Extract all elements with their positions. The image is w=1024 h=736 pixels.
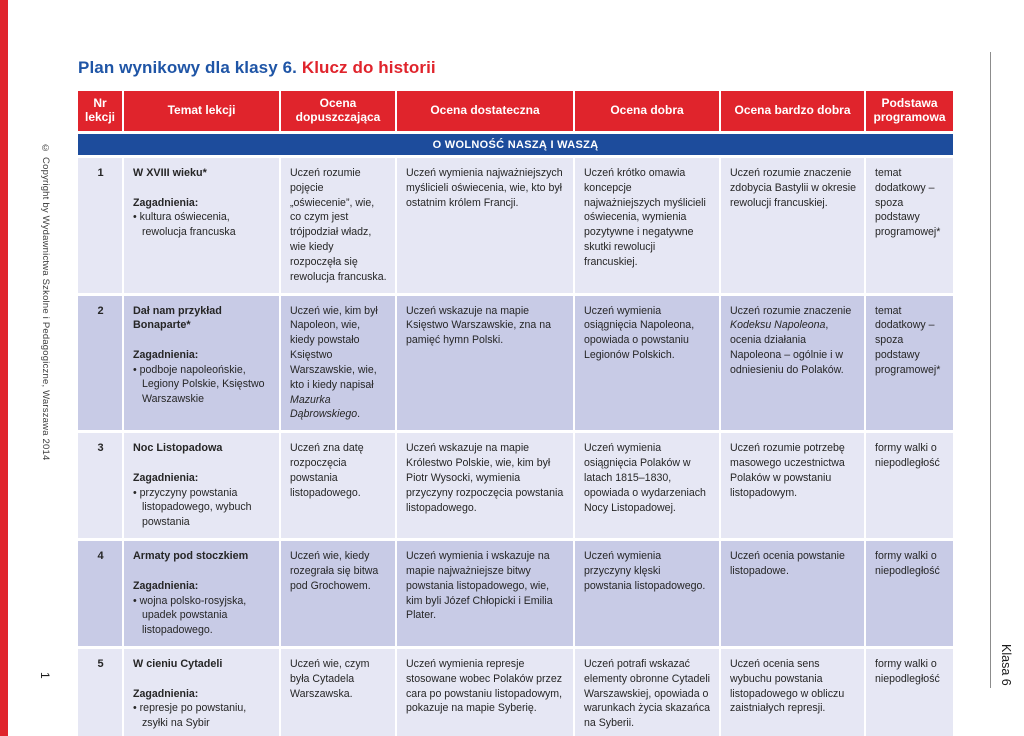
page-title: Plan wynikowy dla klasy 6. Klucz do hist… [78, 58, 958, 78]
cell-ocena-bardzo-dobra: Uczeń ocenia sens wybuchu powstania list… [721, 649, 864, 736]
header-cell: Nr lekcji [78, 91, 122, 131]
klasa-sidebar-label: Klasa 6 [999, 644, 1013, 686]
italic-text: Kodeksu Napoleona [730, 319, 826, 332]
cell-ocena-dopuszczajaca: Uczeń wie, czym była Cytadela Warszawska… [281, 649, 395, 736]
cell-temat-lekcji: Dał nam przykład Bonaparte* Zagadnienia: •… [124, 295, 279, 431]
cell-ocena-dobra: Uczeń krótko omawia koncepcje najważniej… [575, 158, 719, 293]
page-content: Plan wynikowy dla klasy 6. Klucz do hist… [78, 58, 958, 736]
table-section-bar: O WOLNOŚĆ NASZĄ I WASZĄ [78, 134, 953, 155]
cell-nr-lekcji: 5 [78, 649, 122, 736]
cell-podstawa-programowa: formy walki o niepodległość [866, 433, 953, 539]
copyright-sidebar-text: © Copyright by Wydawnictwa Szkolne i Ped… [40, 143, 51, 461]
zagadnienia-bullet: • kultura oświecenia, rewolucja francusk… [133, 211, 236, 239]
cell-ocena-dobra: Uczeń wymienia osiągnięcia Napoleona, op… [575, 295, 719, 431]
zagadnienia-bullet: • przyczyny powstania listopadowego, wyb… [133, 486, 252, 529]
cell-temat-lekcji: W XVIII wieku* Zagadnienia: • kultura oświ… [124, 158, 279, 293]
cell-ocena-bardzo-dobra: Uczeń ocenia powstanie listopadowe. [721, 541, 864, 646]
cell-podstawa-programowa: formy walki o niepodległość [866, 541, 953, 646]
cell-nr-lekcji: 3 [78, 433, 122, 539]
cell-ocena-dopuszczajaca: Uczeń wie, kiedy rozegrała się bitwa pod… [281, 541, 395, 646]
zagadnienia-bullet: • wojna polsko-rosyjska, upadek powstani… [133, 594, 247, 637]
cell-ocena-dopuszczajaca: Uczeń zna datę rozpoczęcia powstania lis… [281, 433, 395, 539]
cell-nr-lekcji: 2 [78, 295, 122, 431]
lesson-title: W XVIII wieku* [133, 167, 207, 179]
cell-temat-lekcji: W cieniu Cytadeli Zagadnienia: • represje … [124, 649, 279, 736]
cell-ocena-bardzo-dobra: Uczeń rozumie potrzebę masowego uczestni… [721, 433, 864, 539]
cell-ocena-dobra: Uczeń potrafi wskazać elementy obronne C… [575, 649, 719, 736]
cell-podstawa-programowa: formy walki o niepodległość [866, 649, 953, 736]
plan-table: Nr lekcji Temat lekcji Ocena dopuszczająca… [78, 91, 953, 736]
header-cell: Ocena dostateczna [397, 91, 573, 131]
table-header-row: Nr lekcji Temat lekcji Ocena dopuszczająca… [78, 91, 953, 131]
cell-ocena-dobra: Uczeń wymienia przyczyny klęski powstani… [575, 541, 719, 646]
lesson-title: W cieniu Cytadeli [133, 658, 223, 670]
cell-ocena-bardzo-dobra: Uczeń rozumie znaczenie zdobycia Bastyli… [721, 158, 864, 293]
cell-ocena-dostateczna: Uczeń wskazuje na mapie Królestwo Polski… [397, 433, 573, 539]
cell-ocena-dopuszczajaca: Uczeń rozumie pojęcie „oświecenie”, wie,… [281, 158, 395, 293]
page-title-part1: Plan wynikowy dla klasy 6. [78, 58, 297, 77]
zagadnienia-label: Zagadnienia: [133, 471, 199, 484]
header-cell: Ocena dobra [575, 91, 719, 131]
lesson-title: Noc Listopadowa [133, 442, 223, 455]
text: , ocenia działania Napoleona – ogólnie i… [730, 319, 844, 376]
header-cell: Ocena dopuszczająca [281, 91, 395, 131]
cell-podstawa-programowa: temat dodatkowy – spoza podstawy program… [866, 295, 953, 431]
cell-nr-lekcji: 4 [78, 541, 122, 646]
zagadnienia-label: Zagadnienia: [133, 348, 199, 361]
left-bleed-bar [0, 0, 8, 736]
italic-text: Mazurka Dąbrowskiego [290, 393, 358, 421]
zagadnienia-bullet: • represje po powstaniu, zsyłki na Sybir [133, 702, 247, 730]
cell-ocena-dostateczna: Uczeń wymienia i wskazuje na mapie najwa… [397, 541, 573, 646]
page-number: 1 [38, 672, 52, 679]
text: Uczeń wie, kim był Napoleon, wie, kiedy … [290, 304, 378, 391]
table-row: 2 Dał nam przykład Bonaparte* Zagadnienia:… [78, 295, 953, 431]
zagadnienia-label: Zagadnienia: [133, 196, 199, 209]
table-row: 4 Armaty pod stoczkiem Zagadnienia: • wojna… [78, 541, 953, 646]
zagadnienia-label: Zagadnienia: [133, 687, 199, 700]
right-margin-rule [990, 52, 991, 688]
cell-ocena-dobra: Uczeń wymienia osiągnięcia Polaków w lat… [575, 433, 719, 539]
header-cell: Ocena bardzo dobra [721, 91, 864, 131]
cell-ocena-dostateczna: Uczeń wskazuje na mapie Księstwo Warszaw… [397, 295, 573, 431]
table-row: 3 Noc Listopadowa Zagadnienia: • przyczyny … [78, 433, 953, 539]
table-row: 1 W XVIII wieku* Zagadnienia: • kultura ośw… [78, 158, 953, 293]
page-title-part2: Klucz do historii [301, 58, 436, 77]
zagadnienia-label: Zagadnienia: [133, 579, 199, 592]
header-cell: Temat lekcji [124, 91, 279, 131]
text: . [357, 408, 361, 421]
text: Uczeń rozumie znaczenie [730, 304, 852, 317]
table-row: 5 W cieniu Cytadeli Zagadnienia: • represje… [78, 649, 953, 736]
cell-ocena-dopuszczajaca: Uczeń wie, kim był Napoleon, wie, kiedy … [281, 295, 395, 431]
cell-ocena-bardzo-dobra: Uczeń rozumie znaczenie Kodeksu Napoleon… [721, 295, 864, 431]
cell-ocena-dostateczna: Uczeń wymienia najważniejszych myśliciel… [397, 158, 573, 293]
cell-temat-lekcji: Noc Listopadowa Zagadnienia: • przyczyny p… [124, 433, 279, 539]
cell-temat-lekcji: Armaty pod stoczkiem Zagadnienia: • wojna … [124, 541, 279, 646]
cell-ocena-dostateczna: Uczeń wymienia represje stosowane wobec … [397, 649, 573, 736]
lesson-title: Dał nam przykład Bonaparte* [133, 304, 222, 332]
header-cell: Podstawa programowa [866, 91, 953, 131]
zagadnienia-bullet: • podboje napoleońskie, Legiony Polskie,… [133, 363, 265, 406]
lesson-title: Armaty pod stoczkiem [133, 550, 249, 563]
cell-podstawa-programowa: temat dodatkowy – spoza podstawy program… [866, 158, 953, 293]
cell-nr-lekcji: 1 [78, 158, 122, 293]
